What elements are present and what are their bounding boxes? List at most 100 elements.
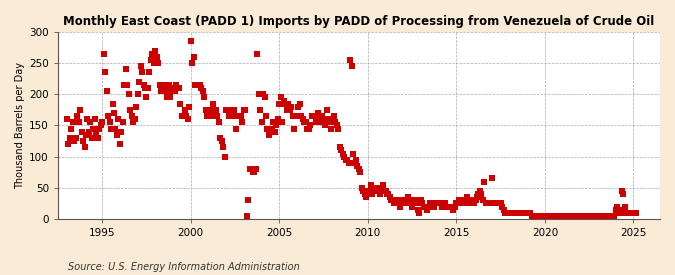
Point (82, 117, 93, 122)
Point (207, 101, 218, 106)
Point (84, 130, 95, 134)
Point (252, 52, 263, 56)
Point (240, 108, 250, 112)
Point (281, 108, 292, 112)
Point (538, 214, 549, 218)
Point (612, 204, 622, 209)
Point (482, 201, 493, 206)
Point (429, 204, 439, 209)
Point (595, 214, 606, 218)
Point (435, 201, 446, 206)
Point (360, 192, 371, 196)
Point (464, 201, 475, 206)
Point (610, 207, 621, 212)
Point (522, 211, 533, 215)
Point (523, 211, 534, 215)
Point (167, 86, 178, 90)
Point (144, 70, 155, 75)
Point (622, 211, 633, 215)
Point (584, 214, 595, 218)
Point (479, 179, 490, 184)
Point (194, 83, 205, 87)
Point (574, 214, 585, 218)
Point (176, 114, 187, 118)
Point (146, 58, 157, 62)
Point (314, 120, 325, 125)
Point (534, 214, 545, 218)
Point (76, 130, 87, 134)
Point (517, 211, 528, 215)
Point (134, 80, 144, 84)
Point (476, 192, 487, 196)
Point (308, 114, 319, 118)
Point (197, 89, 208, 94)
Point (181, 114, 192, 118)
Point (278, 98, 289, 103)
Point (475, 189, 485, 193)
Point (466, 198, 477, 202)
Point (122, 83, 133, 87)
Point (578, 214, 589, 218)
Point (557, 214, 568, 218)
Point (340, 158, 351, 162)
Point (110, 126, 121, 131)
Point (184, 104, 194, 109)
Point (550, 214, 561, 218)
Point (618, 192, 628, 196)
Point (140, 86, 151, 90)
Point (451, 201, 462, 206)
Point (588, 214, 599, 218)
Point (259, 95, 270, 100)
Point (73, 120, 84, 125)
Point (126, 114, 137, 118)
Point (150, 48, 161, 53)
Point (202, 114, 213, 118)
Point (498, 207, 509, 212)
Point (418, 204, 429, 209)
Point (323, 117, 333, 122)
Point (157, 86, 168, 90)
Point (349, 161, 360, 165)
Point (66, 126, 77, 131)
Point (489, 201, 500, 206)
Point (218, 145, 229, 150)
Point (524, 211, 535, 215)
Point (548, 214, 559, 218)
Point (333, 126, 344, 131)
Point (193, 83, 204, 87)
Point (579, 214, 590, 218)
Point (454, 198, 464, 202)
Point (242, 214, 252, 218)
Point (109, 111, 119, 115)
Point (501, 211, 512, 215)
Point (116, 130, 127, 134)
Point (293, 104, 304, 109)
Point (231, 126, 242, 131)
Point (569, 214, 580, 218)
Point (219, 155, 230, 159)
Point (619, 204, 630, 209)
Point (553, 214, 564, 218)
Point (539, 214, 550, 218)
Point (280, 101, 291, 106)
Point (249, 170, 260, 174)
Point (364, 189, 375, 193)
Point (537, 214, 547, 218)
Point (173, 86, 184, 90)
Point (163, 83, 174, 87)
Point (221, 108, 232, 112)
Point (381, 192, 392, 196)
Point (477, 198, 488, 202)
Point (99, 52, 109, 56)
Point (354, 167, 364, 171)
Point (383, 192, 394, 196)
Point (493, 201, 504, 206)
Point (473, 192, 484, 196)
Point (630, 211, 641, 215)
Point (89, 117, 100, 122)
Point (554, 214, 565, 218)
Point (436, 204, 447, 209)
Point (528, 214, 539, 218)
Point (148, 61, 159, 65)
Point (206, 108, 217, 112)
